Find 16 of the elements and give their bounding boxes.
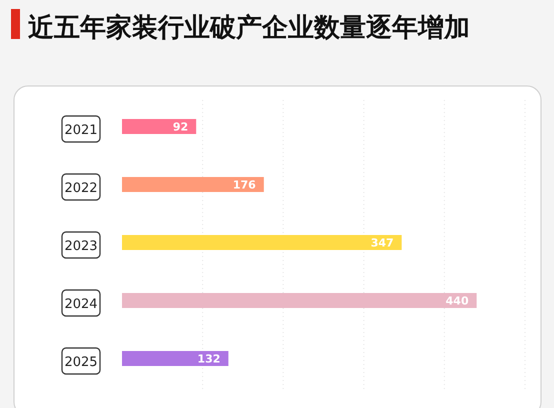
y-tick-label: 2023: [64, 239, 98, 254]
bar: [122, 235, 402, 250]
y-tick-label: 2021: [64, 123, 98, 138]
y-tick-label: 2022: [64, 181, 98, 196]
bar: [122, 119, 196, 134]
data-label: 347: [370, 236, 394, 250]
data-label: 176: [232, 178, 256, 192]
y-tick-label: 2025: [64, 355, 98, 370]
y-tick-label: 2024: [64, 297, 98, 312]
data-label: 132: [197, 352, 220, 366]
bar: [122, 177, 264, 192]
data-label: 440: [446, 294, 469, 308]
bar: [122, 293, 477, 308]
data-label: 92: [172, 120, 188, 134]
chart-title: 近五年家装行业破产企业数量逐年增加: [28, 13, 470, 43]
bar: [122, 351, 228, 366]
